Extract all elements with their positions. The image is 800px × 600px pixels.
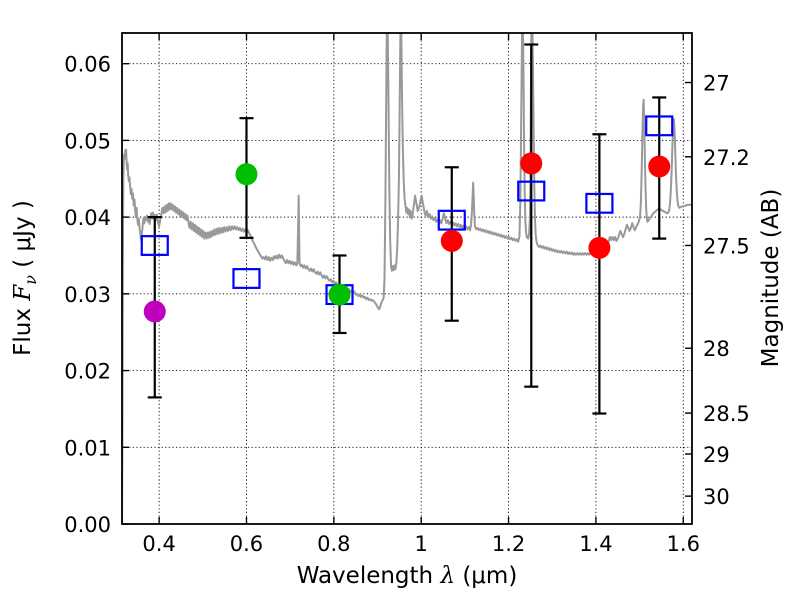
- model-square-6: [645, 115, 674, 137]
- obs-point-i: [328, 283, 351, 306]
- y2ticklabel-3: 28: [703, 337, 730, 361]
- xticklabel-1: 0.6: [230, 532, 263, 556]
- yticklabel-6: 0.06: [64, 53, 111, 77]
- yticklabel-0: 0.00: [64, 513, 111, 537]
- xticklabel-4: 1.2: [492, 532, 525, 556]
- y2ticklabel-0: 27: [703, 72, 730, 96]
- obs-point-V: [235, 163, 258, 186]
- y2ticklabel-1: 27.2: [703, 146, 750, 170]
- obs-point-J: [520, 152, 543, 175]
- observed-photometry-markers: [143, 152, 671, 323]
- y2ticklabel-5: 29: [703, 443, 730, 467]
- yticklabel-3: 0.03: [64, 283, 111, 307]
- axis-tick-labels: 0.4 0.6 0.8 1 1.2 1.4 1.6 0.00 0.01 0.02 0.03 0.04 0…: [64, 53, 750, 556]
- y2ticklabel-4: 28.5: [703, 402, 750, 426]
- xticklabel-2: 0.8: [317, 532, 350, 556]
- plot-frame: [121, 32, 693, 525]
- y-axis-title: Flux Fν ( μJy ): [10, 200, 40, 356]
- axes-frame: [121, 32, 693, 525]
- model-square-5: [585, 192, 614, 214]
- yticklabel-5: 0.05: [64, 129, 111, 153]
- axis-ticks: [122, 33, 692, 525]
- x-axis-title: Wavelength λ (μm): [297, 563, 518, 589]
- yticklabel-4: 0.04: [64, 206, 111, 230]
- spectrum-path: [122, 33, 692, 524]
- xticklabel-3: 1: [415, 532, 428, 556]
- obs-point-B: [143, 300, 166, 323]
- y2ticklabel-2: 27.5: [703, 234, 750, 258]
- model-square-4: [517, 180, 546, 202]
- y2-axis-title: Magnitude (AB): [758, 189, 784, 368]
- yticklabel-2: 0.02: [64, 360, 111, 384]
- model-square-1: [232, 268, 261, 289]
- grid-lines: [122, 33, 692, 524]
- obs-point-H: [588, 236, 611, 259]
- xticklabel-5: 1.4: [579, 532, 612, 556]
- model-spectrum-curve: [122, 33, 692, 524]
- yticklabel-1: 0.01: [64, 436, 111, 460]
- obs-point-Y: [440, 229, 463, 252]
- model-square-3: [437, 209, 466, 231]
- obs-point-H160: [648, 155, 671, 178]
- xticklabel-6: 1.6: [667, 532, 700, 556]
- model-square-0: [140, 235, 169, 256]
- xticklabel-0: 0.4: [142, 532, 175, 556]
- y2ticklabel-6: 30: [703, 485, 730, 509]
